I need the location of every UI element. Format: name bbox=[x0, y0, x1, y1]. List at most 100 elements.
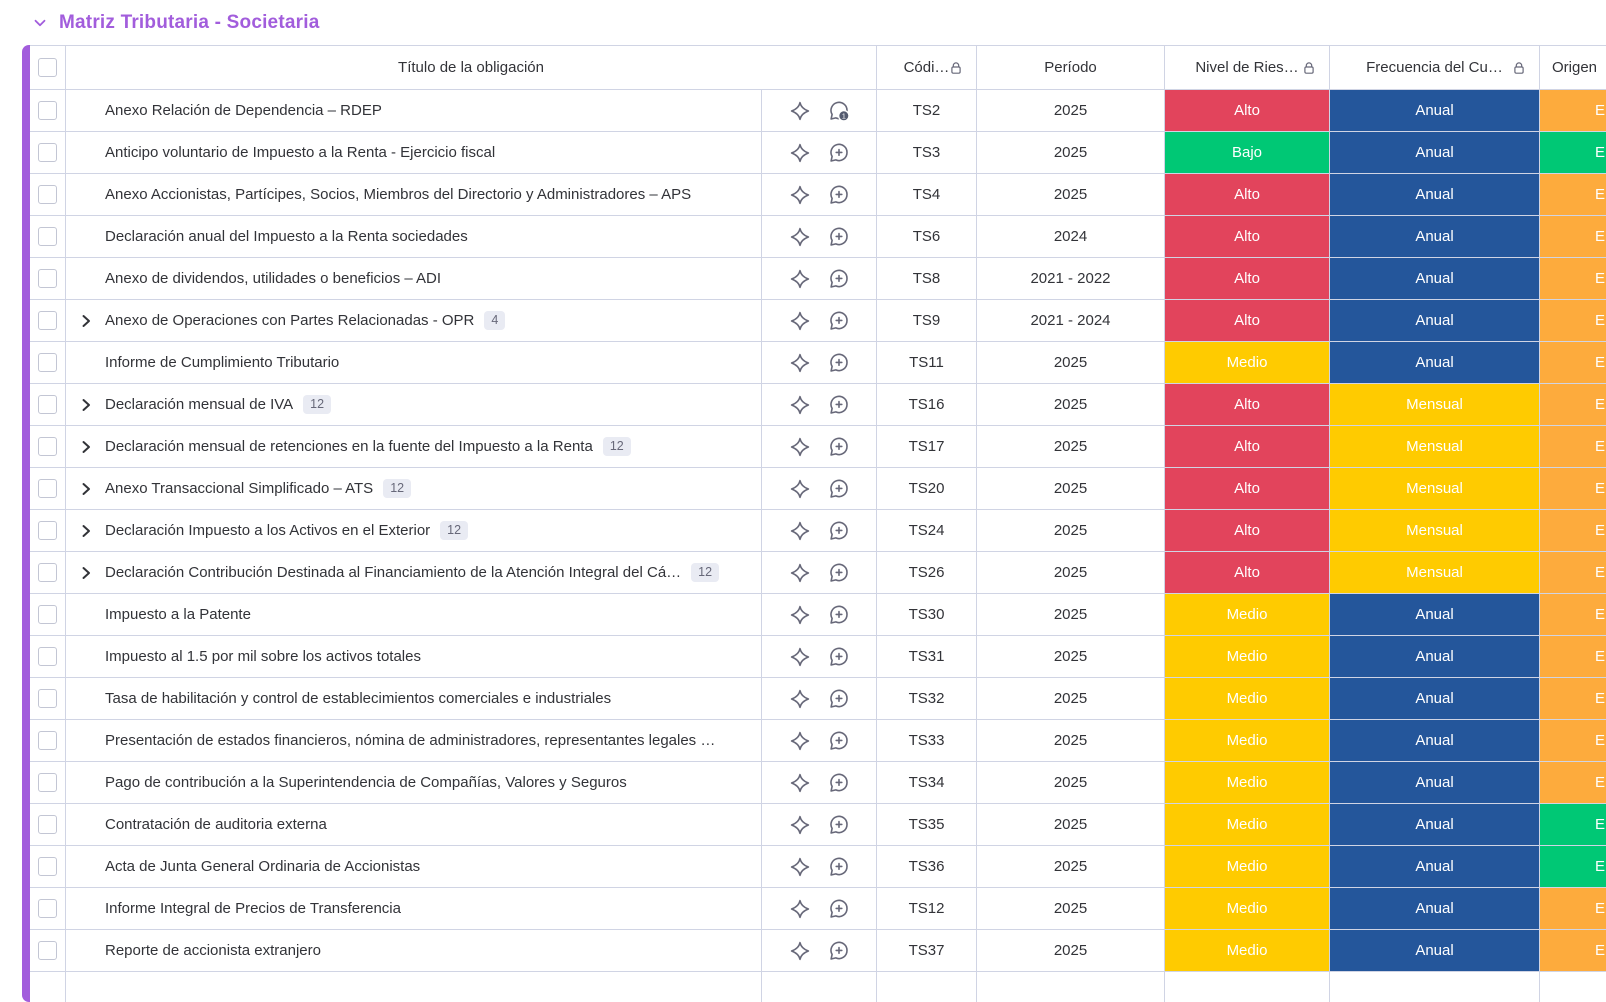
ai-sparkle-icon[interactable] bbox=[788, 855, 812, 879]
add-comment-icon[interactable] bbox=[827, 183, 851, 207]
origen-status-cell[interactable]: En bbox=[1540, 804, 1606, 845]
codigo-cell[interactable]: TS33 bbox=[877, 720, 977, 761]
frecuencia-status-cell[interactable]: Anual bbox=[1330, 594, 1540, 635]
add-comment-icon[interactable] bbox=[827, 897, 851, 921]
ai-sparkle-icon[interactable] bbox=[788, 813, 812, 837]
origen-status-cell[interactable]: E bbox=[1540, 762, 1606, 803]
riesgo-status-cell[interactable]: Alto bbox=[1165, 258, 1330, 299]
origen-status-cell[interactable]: E bbox=[1540, 426, 1606, 467]
origen-status-cell[interactable]: E bbox=[1540, 636, 1606, 677]
origen-status-cell[interactable]: E bbox=[1540, 384, 1606, 425]
frecuencia-status-cell[interactable]: Mensual bbox=[1330, 384, 1540, 425]
riesgo-status-cell[interactable]: Alto bbox=[1165, 174, 1330, 215]
row-title[interactable]: Impuesto a la Patente bbox=[105, 606, 251, 623]
riesgo-status-cell[interactable]: Medio bbox=[1165, 804, 1330, 845]
periodo-cell[interactable]: 2025 bbox=[977, 930, 1165, 971]
codigo-cell[interactable]: TS12 bbox=[877, 888, 977, 929]
codigo-cell[interactable]: TS35 bbox=[877, 804, 977, 845]
frecuencia-status-cell[interactable]: Anual bbox=[1330, 300, 1540, 341]
row-title[interactable]: Acta de Junta General Ordinaria de Accio… bbox=[105, 858, 421, 875]
row-checkbox[interactable] bbox=[38, 395, 57, 414]
add-comment-icon[interactable] bbox=[827, 645, 851, 669]
codigo-cell[interactable]: TS8 bbox=[877, 258, 977, 299]
ai-sparkle-icon[interactable] bbox=[788, 309, 812, 333]
codigo-cell[interactable]: TS17 bbox=[877, 426, 977, 467]
ai-sparkle-icon[interactable] bbox=[788, 729, 812, 753]
periodo-cell[interactable]: 2025 bbox=[977, 174, 1165, 215]
chevron-right-icon[interactable] bbox=[78, 565, 94, 581]
origen-status-cell[interactable]: E bbox=[1540, 720, 1606, 761]
row-title[interactable]: Contratación de auditoria externa bbox=[105, 816, 327, 833]
frecuencia-status-cell[interactable]: Mensual bbox=[1330, 426, 1540, 467]
add-comment-icon[interactable] bbox=[827, 687, 851, 711]
periodo-cell[interactable]: 2021 - 2022 bbox=[977, 258, 1165, 299]
row-checkbox[interactable] bbox=[38, 437, 57, 456]
origen-status-cell[interactable]: E bbox=[1540, 930, 1606, 971]
row-checkbox[interactable] bbox=[38, 689, 57, 708]
riesgo-status-cell[interactable]: Alto bbox=[1165, 426, 1330, 467]
row-checkbox[interactable] bbox=[38, 311, 57, 330]
origen-status-cell[interactable]: E bbox=[1540, 300, 1606, 341]
add-comment-icon[interactable] bbox=[827, 267, 851, 291]
riesgo-status-cell[interactable]: Medio bbox=[1165, 678, 1330, 719]
origen-status-cell[interactable]: E bbox=[1540, 678, 1606, 719]
periodo-cell[interactable]: 2025 bbox=[977, 510, 1165, 551]
ai-sparkle-icon[interactable] bbox=[788, 519, 812, 543]
frecuencia-status-cell[interactable]: Anual bbox=[1330, 846, 1540, 887]
codigo-cell[interactable]: TS32 bbox=[877, 678, 977, 719]
origen-status-cell[interactable]: E bbox=[1540, 510, 1606, 551]
column-header-codigo[interactable]: Códi… bbox=[877, 46, 977, 89]
codigo-cell[interactable]: TS2 bbox=[877, 90, 977, 131]
select-all-checkbox[interactable] bbox=[38, 58, 57, 77]
row-checkbox[interactable] bbox=[38, 731, 57, 750]
chevron-down-icon[interactable] bbox=[30, 13, 50, 33]
riesgo-status-cell[interactable]: Bajo bbox=[1165, 132, 1330, 173]
origen-status-cell[interactable]: E bbox=[1540, 468, 1606, 509]
riesgo-status-cell[interactable]: Medio bbox=[1165, 930, 1330, 971]
origen-status-cell[interactable]: E bbox=[1540, 552, 1606, 593]
row-checkbox[interactable] bbox=[38, 773, 57, 792]
riesgo-status-cell[interactable]: Medio bbox=[1165, 762, 1330, 803]
row-checkbox[interactable] bbox=[38, 605, 57, 624]
riesgo-status-cell[interactable]: Medio bbox=[1165, 342, 1330, 383]
chevron-right-icon[interactable] bbox=[78, 313, 94, 329]
codigo-cell[interactable]: TS24 bbox=[877, 510, 977, 551]
ai-sparkle-icon[interactable] bbox=[788, 183, 812, 207]
row-checkbox[interactable] bbox=[38, 563, 57, 582]
ai-sparkle-icon[interactable] bbox=[788, 897, 812, 921]
origen-status-cell[interactable]: E bbox=[1540, 342, 1606, 383]
origen-status-cell[interactable]: E bbox=[1540, 258, 1606, 299]
periodo-cell[interactable]: 2025 bbox=[977, 846, 1165, 887]
periodo-cell[interactable]: 2025 bbox=[977, 552, 1165, 593]
riesgo-status-cell[interactable]: Medio bbox=[1165, 888, 1330, 929]
frecuencia-status-cell[interactable]: Anual bbox=[1330, 342, 1540, 383]
row-title[interactable]: Anexo Relación de Dependencia – RDEP bbox=[105, 102, 382, 119]
periodo-cell[interactable]: 2025 bbox=[977, 804, 1165, 845]
row-checkbox[interactable] bbox=[38, 857, 57, 876]
frecuencia-status-cell[interactable]: Anual bbox=[1330, 888, 1540, 929]
row-title[interactable]: Declaración Impuesto a los Activos en el… bbox=[105, 522, 431, 539]
row-title[interactable]: Declaración mensual de retenciones en la… bbox=[105, 438, 593, 455]
row-checkbox[interactable] bbox=[38, 269, 57, 288]
frecuencia-status-cell[interactable]: Mensual bbox=[1330, 552, 1540, 593]
riesgo-status-cell[interactable]: Alto bbox=[1165, 552, 1330, 593]
column-header-title[interactable]: Título de la obligación bbox=[66, 46, 877, 89]
frecuencia-status-cell[interactable]: Anual bbox=[1330, 636, 1540, 677]
frecuencia-status-cell[interactable]: Anual bbox=[1330, 762, 1540, 803]
origen-status-cell[interactable]: E bbox=[1540, 90, 1606, 131]
add-comment-icon[interactable] bbox=[827, 225, 851, 249]
row-title[interactable]: Declaración mensual de IVA bbox=[105, 396, 294, 413]
periodo-cell[interactable]: 2025 bbox=[977, 720, 1165, 761]
frecuencia-status-cell[interactable]: Anual bbox=[1330, 174, 1540, 215]
add-comment-icon[interactable] bbox=[827, 351, 851, 375]
row-title[interactable]: Declaración Contribución Destinada al Fi… bbox=[105, 564, 682, 581]
codigo-cell[interactable]: TS6 bbox=[877, 216, 977, 257]
ai-sparkle-icon[interactable] bbox=[788, 603, 812, 627]
row-title[interactable]: Informe de Cumplimiento Tributario bbox=[105, 354, 340, 371]
row-title[interactable]: Anexo Transaccional Simplificado – ATS bbox=[105, 480, 374, 497]
add-comment-icon[interactable] bbox=[827, 477, 851, 501]
ai-sparkle-icon[interactable] bbox=[788, 645, 812, 669]
riesgo-status-cell[interactable]: Medio bbox=[1165, 636, 1330, 677]
row-title[interactable]: Tasa de habilitación y control de establ… bbox=[105, 690, 612, 707]
codigo-cell[interactable]: TS11 bbox=[877, 342, 977, 383]
